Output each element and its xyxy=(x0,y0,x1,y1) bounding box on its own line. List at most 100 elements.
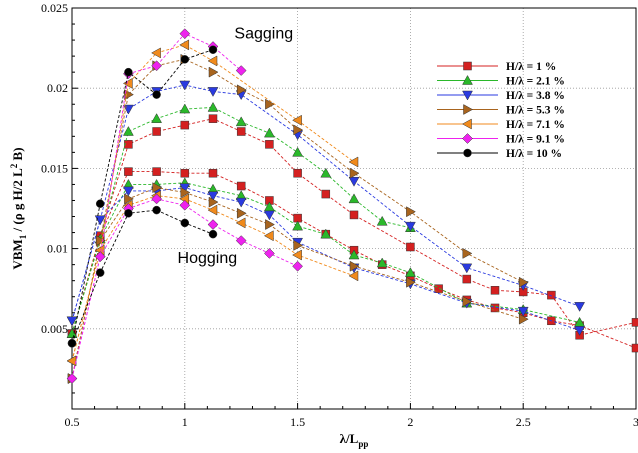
sagging-annotation: Sagging xyxy=(234,25,293,42)
x-tick-label: 2 xyxy=(407,415,413,429)
sagging-point xyxy=(180,55,190,64)
legend-marker xyxy=(463,104,474,115)
sagging-line xyxy=(71,84,580,321)
legend-label: H/λ = 1 % xyxy=(506,61,556,73)
sagging-line xyxy=(71,49,214,344)
x-tick-label: 2.5 xyxy=(516,415,531,429)
hogging-point xyxy=(124,193,134,205)
hogging-point xyxy=(151,193,162,205)
sagging-point xyxy=(208,66,219,78)
hogging-point xyxy=(152,205,161,215)
legend-item: H/λ = 9.1 % xyxy=(437,133,565,146)
hogging-point xyxy=(348,249,360,260)
hogging-point xyxy=(66,328,78,338)
hogging-point xyxy=(67,338,77,348)
legend-label: H/λ = 9.1 % xyxy=(506,134,565,146)
sagging-point xyxy=(265,140,274,149)
legend: H/λ = 1 % H/λ = 2.1 % H/λ = 3.8 % H/λ = 5.3… xyxy=(437,61,565,160)
series-group xyxy=(66,28,638,384)
sagging-point xyxy=(461,263,473,274)
hogging-point xyxy=(574,326,586,336)
sagging-point xyxy=(208,45,218,54)
sagging-point xyxy=(122,125,134,136)
hogging-point xyxy=(235,217,246,229)
sagging-point xyxy=(151,47,161,59)
sagging-point xyxy=(321,189,331,199)
hogging-line xyxy=(71,187,580,331)
hogging-point xyxy=(235,197,247,208)
sagging-point xyxy=(574,302,586,312)
sagging-point xyxy=(518,276,529,288)
hogging-point xyxy=(236,181,246,191)
sagging-point xyxy=(376,215,388,226)
hogging-point xyxy=(180,187,191,198)
sagging-point xyxy=(348,156,359,168)
sagging-point xyxy=(406,242,415,252)
sagging-point xyxy=(122,77,133,89)
legend-item: H/λ = 2.1 % xyxy=(437,74,565,88)
hogging-point xyxy=(208,229,218,239)
hogging-point xyxy=(208,196,219,208)
hogging-point xyxy=(462,296,473,307)
sagging-point xyxy=(207,101,219,112)
hogging-point xyxy=(207,191,219,202)
sagging-point xyxy=(631,318,638,327)
hogging-point xyxy=(180,168,190,178)
sagging-line xyxy=(71,44,355,362)
sagging-point xyxy=(179,39,190,51)
sagging-line xyxy=(71,118,637,336)
sagging-point xyxy=(207,55,218,67)
y-tick-label: 0.025 xyxy=(41,1,68,15)
hogging-point xyxy=(66,316,78,327)
hogging-point xyxy=(124,167,133,176)
hogging-line xyxy=(71,182,580,334)
hogging-point xyxy=(264,248,275,259)
sagging-point xyxy=(462,247,473,259)
legend-item: H/λ = 3.8 % xyxy=(437,90,565,102)
hogging-point xyxy=(631,343,638,353)
sagging-point xyxy=(152,127,161,136)
sagging-point xyxy=(151,60,162,72)
legend-item: H/λ = 5.3 % xyxy=(437,104,565,117)
sagging-point xyxy=(235,65,247,76)
legend-marker xyxy=(461,118,472,130)
x-axis-label-sub: pp xyxy=(358,439,368,449)
sagging-point xyxy=(320,167,332,178)
hogging-point xyxy=(292,249,302,261)
hogging-point xyxy=(124,209,133,218)
y-axis-label-part-e: B) xyxy=(10,147,25,163)
y-axis-label-part-a: VBM xyxy=(10,239,25,269)
sagging-point xyxy=(124,89,134,101)
sagging-point xyxy=(404,221,416,232)
sagging-point xyxy=(348,176,360,187)
x-tick-label: 1 xyxy=(182,415,188,429)
hogging-point xyxy=(122,186,134,197)
sagging-point xyxy=(263,127,275,138)
axis-ticks: 0.5 1 1.5 2 2.5 3 0.005 0.01 0.015 0.02 0.025 xyxy=(41,1,638,429)
y-axis-label-part-c: / (ρ g H/2 L xyxy=(10,168,25,235)
hogging-line xyxy=(71,198,298,379)
y-axis-label: VBM1 / (ρ g H/2 L2 B) xyxy=(9,147,28,269)
hogging-point xyxy=(95,235,106,247)
hogging-point xyxy=(235,235,247,246)
sagging-point xyxy=(179,28,191,40)
hogging-annotation: Hogging xyxy=(178,250,238,267)
sagging-point xyxy=(547,290,556,300)
hogging-point xyxy=(95,268,105,277)
x-tick-label: 3 xyxy=(633,415,638,429)
sagging-point xyxy=(95,199,105,208)
series-4 xyxy=(67,53,529,384)
hogging-point xyxy=(490,303,500,313)
sagging-point xyxy=(179,80,191,91)
sagging-point xyxy=(236,84,247,96)
hogging-point xyxy=(208,168,218,178)
sagging-point xyxy=(490,286,500,295)
hogging-line xyxy=(71,171,637,349)
hogging-point xyxy=(265,219,275,230)
y-tick-label: 0.015 xyxy=(41,161,68,175)
hogging-point xyxy=(404,267,416,277)
hogging-point xyxy=(349,260,360,272)
hogging-point xyxy=(180,218,190,228)
y-tick-label: 0.005 xyxy=(41,322,68,336)
